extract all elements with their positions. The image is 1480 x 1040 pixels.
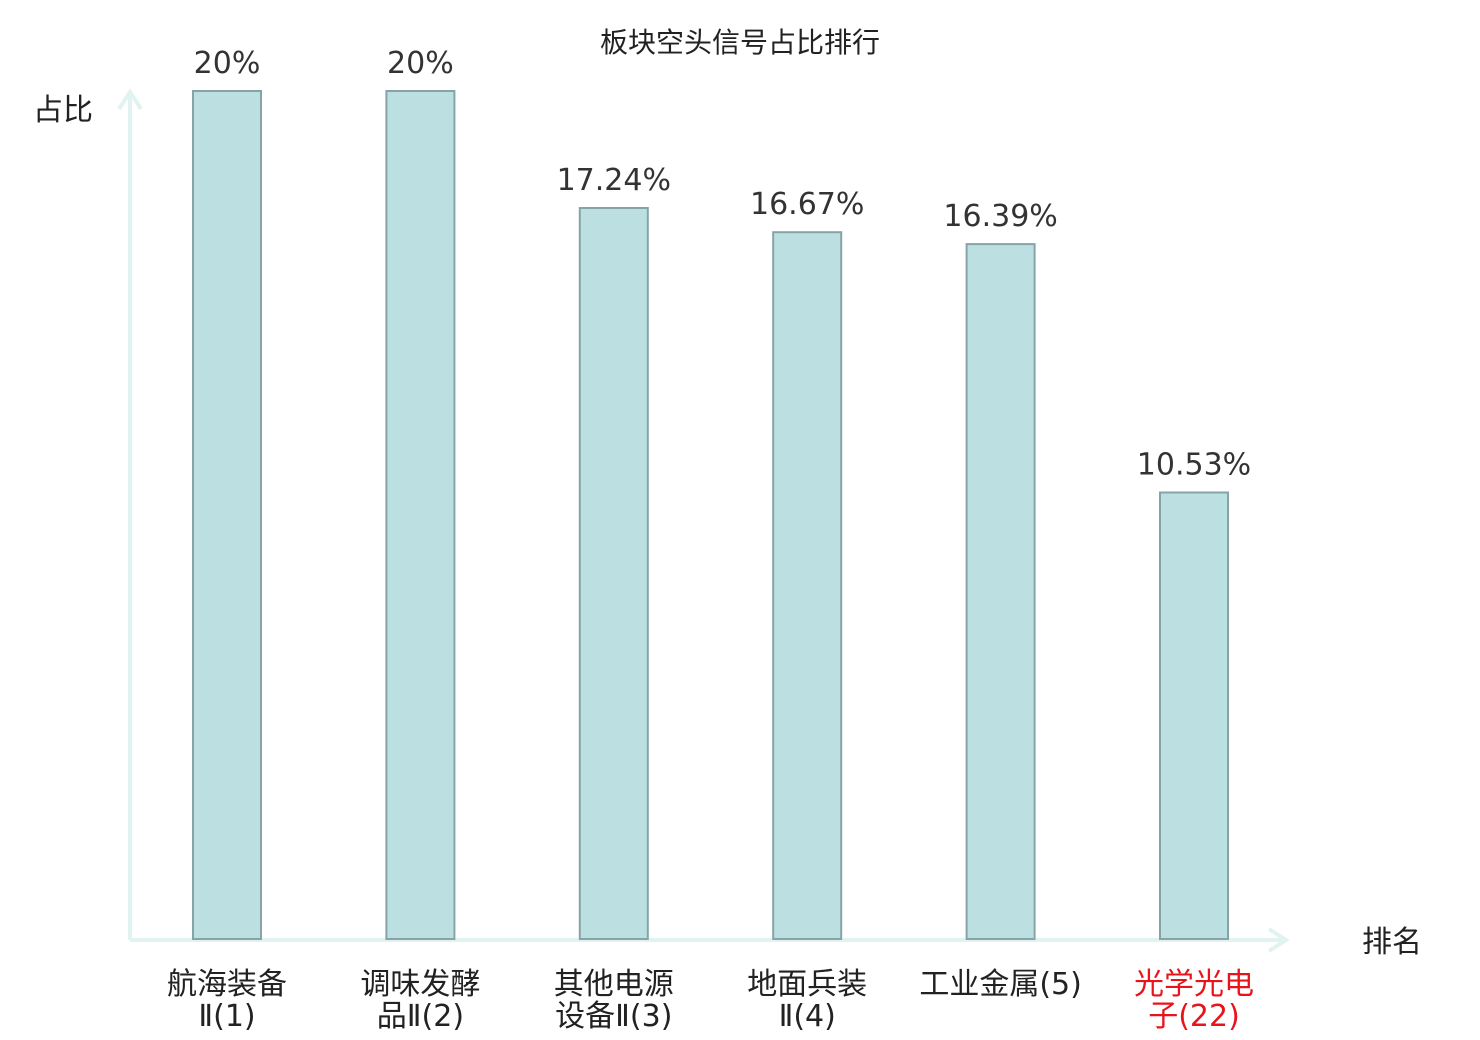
value-label-4: 16.67% <box>750 187 864 222</box>
category-label-line: Ⅱ(1) <box>198 999 255 1034</box>
category-label-2: 调味发酵品Ⅱ(2) <box>360 967 480 1034</box>
value-label-1: 20% <box>194 46 261 81</box>
category-label-line: 设备Ⅱ(3) <box>555 999 672 1034</box>
bar-5 <box>965 243 1036 941</box>
bar-1 <box>192 90 262 940</box>
category-label-6: 光学光电子(22) <box>1134 967 1254 1034</box>
category-label-line: Ⅱ(4) <box>779 999 836 1034</box>
category-label-line: 工业金属(5) <box>919 967 1082 1002</box>
category-label-line: 光学光电 <box>1134 967 1254 1002</box>
value-label-2: 20% <box>387 46 454 81</box>
bar-3 <box>578 207 649 940</box>
y-axis-arrow-icon <box>117 88 143 111</box>
category-labels-group: 航海装备 Ⅱ(1) 调味发酵品Ⅱ(2) 其他电源设备Ⅱ(3) 地面兵装 Ⅱ(4) 工业金属(… <box>167 967 1254 1034</box>
value-label-5: 16.39% <box>943 199 1057 234</box>
category-label-4: 地面兵装 Ⅱ(4) <box>747 967 867 1034</box>
category-label-line: 品Ⅱ(2) <box>377 999 464 1034</box>
value-labels-group: 20% 20% 17.24% 16.67% 16.39% 10.53% <box>194 46 1252 483</box>
category-label-3: 其他电源设备Ⅱ(3) <box>554 967 674 1034</box>
category-label-line: 其他电源 <box>554 967 674 1002</box>
category-label-5: 工业金属(5) <box>919 967 1082 1002</box>
chart-title: 板块空头信号占比排行 <box>600 26 880 59</box>
x-axis-label: 排名 <box>1362 925 1422 960</box>
category-label-line: 调味发酵 <box>360 967 480 1002</box>
bars-group <box>192 90 1229 941</box>
category-label-1: 航海装备 Ⅱ(1) <box>167 967 287 1034</box>
category-label-line: 地面兵装 <box>747 967 867 1002</box>
value-label-3: 17.24% <box>557 163 671 198</box>
value-label-6: 10.53% <box>1137 448 1251 483</box>
x-axis-arrow-icon <box>1267 927 1290 953</box>
axes <box>117 88 1290 953</box>
bar-4 <box>772 231 843 940</box>
bar-2 <box>385 90 456 940</box>
category-label-line: 子(22) <box>1148 999 1240 1034</box>
y-axis-label: 占比 <box>33 93 93 128</box>
bar-6 <box>1159 491 1229 940</box>
category-label-line: 航海装备 <box>167 967 287 1002</box>
